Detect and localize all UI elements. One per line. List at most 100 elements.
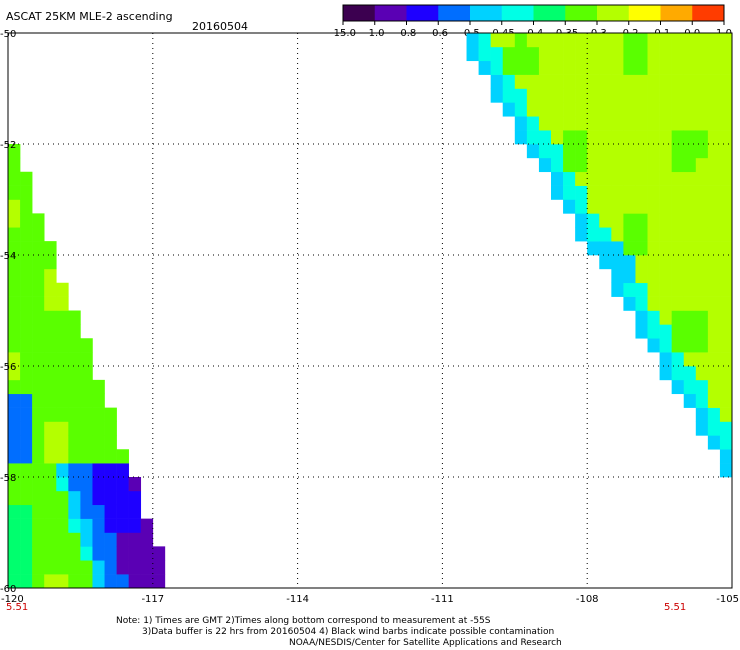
data-cell: [695, 88, 709, 103]
data-cell: [683, 144, 697, 159]
data-cell: [707, 60, 721, 75]
data-cell: [635, 171, 648, 186]
data-cell: [623, 88, 636, 103]
data-cell: [92, 574, 105, 589]
data-cell: [695, 296, 709, 311]
data-cell: [8, 463, 21, 478]
colorbar-swatch: [501, 5, 534, 21]
data-cell: [695, 366, 709, 381]
data-cell: [599, 130, 612, 145]
data-cell: [611, 199, 624, 214]
data-cell: [140, 546, 154, 561]
data-cell: [56, 296, 69, 311]
data-cell: [635, 185, 648, 200]
data-cell: [116, 532, 129, 547]
data-cell: [32, 296, 45, 311]
data-cell: [563, 102, 576, 117]
data-cell: [707, 171, 721, 186]
data-cell: [587, 33, 600, 48]
data-cell: [707, 241, 721, 256]
data-cell: [659, 338, 672, 353]
data-cell: [44, 421, 57, 436]
data-cell: [587, 199, 600, 214]
axis-tick-labels: -120 -117 -114 -111 -108 -105 -50 -52 -54 -56 -58 -…: [0, 29, 739, 605]
data-cell: [514, 130, 528, 145]
data-cell: [104, 546, 117, 561]
data-cell: [20, 241, 33, 256]
data-cell: [587, 241, 600, 256]
data-cell: [104, 463, 117, 478]
data-cell: [635, 33, 648, 48]
data-cell: [707, 102, 721, 117]
data-cell: [44, 324, 57, 339]
data-cell: [719, 435, 733, 450]
data-cell: [8, 213, 21, 228]
data-cell: [587, 171, 600, 186]
data-cell: [551, 130, 564, 145]
data-cell: [116, 463, 129, 478]
data-cell: [587, 74, 600, 89]
data-cell: [659, 268, 672, 284]
data-cell: [575, 144, 588, 159]
data-cell: [623, 102, 636, 117]
data-cell: [707, 379, 721, 395]
x-tick-label: -114: [286, 594, 309, 605]
data-cell: [20, 421, 33, 436]
data-cell: [599, 199, 612, 214]
data-cell: [32, 407, 45, 422]
data-cell: [695, 144, 709, 159]
data-cell: [32, 255, 45, 270]
data-cell: [32, 379, 45, 395]
data-cell: [563, 116, 576, 131]
data-cell: [707, 421, 721, 436]
data-cell: [719, 130, 733, 145]
data-cell: [80, 366, 93, 381]
data-cell: [44, 338, 57, 353]
data-cell: [538, 74, 552, 89]
data-cell: [116, 504, 129, 519]
data-cell: [707, 46, 721, 62]
data-cell: [719, 463, 733, 478]
data-cell: [623, 268, 636, 284]
data-cell: [514, 102, 528, 117]
data-cell: [659, 241, 672, 256]
data-cell: [635, 130, 648, 145]
data-cell: [8, 435, 21, 450]
data-cell: [635, 116, 648, 131]
data-cell: [575, 185, 588, 200]
data-cell: [68, 518, 81, 533]
data-cell: [683, 366, 697, 381]
data-cell: [611, 33, 624, 48]
data-cell: [20, 324, 33, 339]
colorbar-swatch: [533, 5, 566, 21]
data-cell: [647, 213, 660, 228]
data-cell: [8, 490, 21, 506]
data-cell: [466, 46, 479, 62]
data-cell: [707, 324, 721, 339]
data-cell: [683, 199, 697, 214]
data-cell: [611, 102, 624, 117]
data-cell: [683, 352, 697, 367]
data-cell: [647, 102, 660, 117]
data-cell: [647, 338, 660, 353]
data-cell: [44, 463, 57, 478]
data-cell: [719, 88, 733, 103]
data-cell: [659, 130, 672, 145]
data-cell: [104, 407, 117, 422]
data-cell: [116, 560, 129, 575]
data-cell: [671, 282, 685, 297]
data-cell: [683, 102, 697, 117]
colorbar-swatch: [343, 5, 376, 21]
data-cell: [32, 366, 45, 381]
y-tick-label: -54: [0, 251, 16, 262]
data-cell: [68, 574, 81, 589]
data-cell: [20, 560, 33, 575]
data-cell: [671, 324, 685, 339]
data-cell: [671, 60, 685, 75]
data-cell: [623, 116, 636, 131]
data-cell: [647, 310, 660, 325]
data-cell: [647, 60, 660, 75]
data-cell: [526, 74, 540, 89]
data-cell: [659, 60, 672, 75]
data-cell: [8, 255, 21, 270]
